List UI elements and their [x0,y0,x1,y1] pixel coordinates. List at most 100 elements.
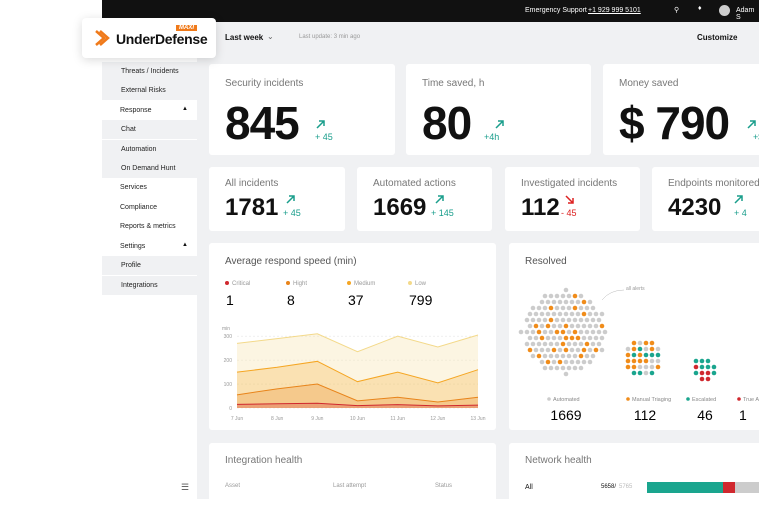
stat-card: All incidents 1781 + 45 [209,167,345,231]
nav-group[interactable]: Reports & metrics [120,223,176,230]
bubble [566,305,572,311]
nav-group[interactable]: Settings [120,243,146,250]
row-value: 5658/ [601,484,617,490]
nav-item[interactable]: Chat [102,120,197,139]
legend-dot [626,397,630,401]
bubble [542,353,548,359]
period-select[interactable]: Last week [225,33,264,42]
column-header: Last attempt [333,483,367,489]
nav-group[interactable]: Response [120,107,152,114]
kpi-title: Time saved, h [422,78,485,89]
bubble [587,323,593,329]
bubble [548,365,554,371]
bubble [557,335,563,341]
user-name[interactable]: Adam S [736,7,755,21]
nav-group[interactable]: Services [120,184,147,191]
bubble [637,370,643,376]
avatar[interactable] [719,5,730,16]
stat-value: 112 [521,194,560,221]
bubble [699,376,705,382]
bubble [530,305,536,311]
bubble [599,347,605,353]
bubble [536,329,542,335]
sidebar: Threats / Incidents External Risks Respo… [102,22,197,499]
nav-item[interactable]: Threats / Incidents [102,62,197,81]
bar-error [723,482,735,493]
bubble [545,359,551,365]
bubble [575,359,581,365]
bubble [637,352,643,358]
bubble [572,317,578,323]
stat-title: Automated actions [373,178,456,189]
nav-item[interactable]: Automation [102,140,197,159]
kpi-card: Money saved $ 790 +$ [603,64,759,155]
legend-value: 112 [634,407,657,423]
support-phone[interactable]: +1 929 999 5101 [588,7,641,14]
column-header: Status [435,483,453,489]
legend-label: True A [743,397,759,403]
bubble [625,346,631,352]
stat-delta: + 4 [734,208,747,218]
bubble [542,365,548,371]
nav-item[interactable]: On Demand Hunt [102,159,197,178]
bubble [655,364,661,370]
bubble [581,359,587,365]
bubble [593,311,599,317]
bubble [631,370,637,376]
bubble [693,370,699,376]
bubble [548,305,554,311]
page: {"topbar":{"support_label":"Emergency Su… [82,0,759,499]
nav-item[interactable]: Integrations [102,276,197,295]
bubble [542,305,548,311]
collapse-icon[interactable]: ☰ [181,482,190,492]
line [236,333,479,353]
stat-value: 4230 [668,194,722,221]
customize-button[interactable]: Customize [697,33,738,42]
bell-icon[interactable]: ♦ [698,5,702,12]
stat-title: All incidents [225,178,279,189]
support-label: Emergency Support [525,7,587,14]
row-total: 5765 [619,484,633,490]
bubble [587,335,593,341]
bubble [539,299,545,305]
bubble [637,358,643,364]
logo[interactable]: UnderDefense MAXI [82,18,216,58]
bubble [625,352,631,358]
bubble [575,311,581,317]
bubble [527,347,533,353]
bubble [602,329,608,335]
bubble [590,317,596,323]
nav-item[interactable]: Profile [102,256,197,275]
last-update: Last update: 3 min ago [299,34,361,40]
bubble [699,364,705,370]
bubble [649,358,655,364]
bubble [599,323,605,329]
nav-item[interactable]: External Risks [102,81,197,100]
bubble [554,353,560,359]
bubble [569,359,575,365]
bubble [578,305,584,311]
chart-title: Average respond speed (min) [225,256,357,267]
nav-group[interactable]: Compliance [120,204,157,211]
bubble [575,323,581,329]
bubble [539,311,545,317]
bubble [560,293,566,299]
bubble [563,347,569,353]
bubble [572,329,578,335]
search-icon[interactable]: ⚲ [674,7,680,14]
bubble [545,311,551,317]
bubble [551,299,557,305]
bubble [548,341,554,347]
bubble [643,340,649,346]
bubble [705,358,711,364]
line [236,360,479,384]
bubble [590,305,596,311]
bubble [590,353,596,359]
x-tick-label: 10 Jun [350,416,365,422]
legend-dot [347,281,351,285]
bubble [566,329,572,335]
bubble [527,335,533,341]
legend-dot [737,397,741,401]
card-title: Network health [525,455,592,466]
bubble [569,347,575,353]
